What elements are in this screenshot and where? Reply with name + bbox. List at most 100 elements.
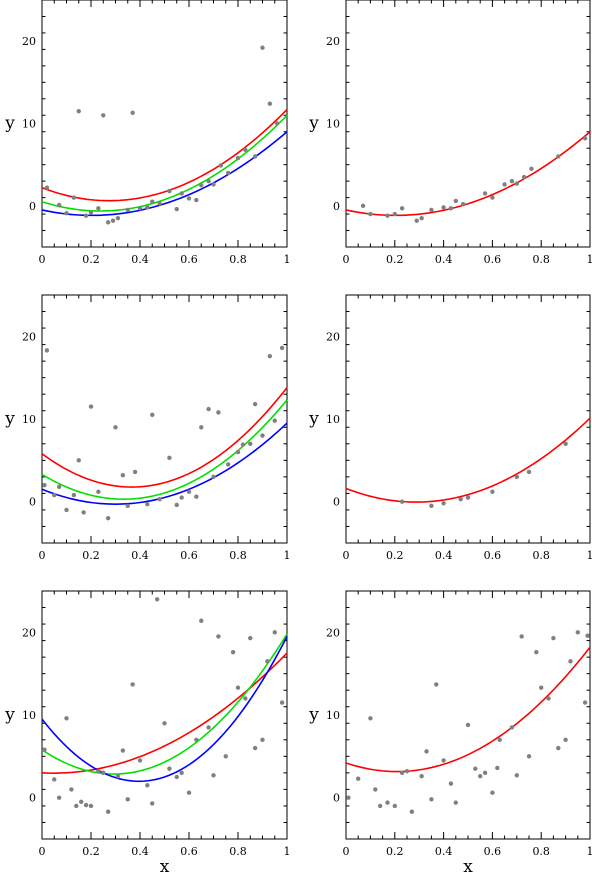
data-point bbox=[424, 749, 429, 754]
data-point bbox=[157, 201, 162, 206]
data-point bbox=[199, 618, 204, 623]
data-point bbox=[96, 206, 101, 211]
data-point bbox=[539, 685, 544, 690]
x-tick-label: 0.8 bbox=[532, 845, 550, 858]
data-point bbox=[529, 166, 534, 171]
data-point bbox=[218, 163, 224, 168]
plot-frame bbox=[345, 294, 591, 544]
data-point bbox=[399, 770, 405, 776]
data-point bbox=[585, 633, 590, 638]
x-tick-label: 1 bbox=[587, 253, 592, 266]
data-point bbox=[272, 418, 277, 423]
data-point bbox=[96, 769, 101, 774]
data-point bbox=[162, 721, 167, 726]
y-tick-label: 20 bbox=[22, 35, 36, 48]
data-point bbox=[64, 211, 69, 216]
data-point bbox=[206, 178, 211, 184]
data-point bbox=[385, 213, 390, 218]
x-tick-label: 0.2 bbox=[82, 549, 100, 562]
data-point bbox=[568, 659, 573, 664]
y-tick-label: 0 bbox=[29, 792, 36, 805]
data-point bbox=[79, 799, 84, 804]
y-tick-label: 0 bbox=[29, 496, 36, 509]
data-point bbox=[174, 774, 179, 780]
data-point bbox=[125, 797, 130, 802]
data-point bbox=[226, 170, 231, 176]
data-point bbox=[120, 748, 126, 753]
data-point bbox=[179, 495, 184, 500]
data-point bbox=[145, 205, 150, 210]
data-point bbox=[137, 758, 143, 763]
x-tick-label: 0.8 bbox=[532, 253, 550, 266]
data-point bbox=[105, 220, 111, 225]
fit-curve bbox=[345, 131, 591, 217]
data-point bbox=[582, 136, 588, 141]
data-point bbox=[377, 803, 383, 809]
data-point bbox=[52, 777, 57, 782]
data-point bbox=[429, 797, 434, 802]
data-point bbox=[88, 803, 94, 809]
data-point bbox=[465, 722, 471, 728]
y-tick-label: 10 bbox=[326, 709, 340, 722]
y-axis-label: y bbox=[308, 705, 319, 725]
x-tick-label: 1 bbox=[587, 549, 592, 562]
fit-curve bbox=[41, 108, 288, 202]
data-point bbox=[206, 406, 211, 412]
data-point bbox=[211, 773, 216, 778]
data-point bbox=[235, 685, 241, 690]
x-tick-label: 0.8 bbox=[229, 549, 247, 562]
data-point bbox=[260, 45, 265, 50]
data-point bbox=[546, 696, 551, 701]
x-tick-label: 0 bbox=[39, 845, 46, 858]
fit-curve bbox=[41, 399, 288, 500]
data-point bbox=[56, 484, 62, 489]
plot-frame bbox=[345, 0, 591, 248]
data-point bbox=[83, 213, 89, 218]
data-point bbox=[186, 196, 192, 201]
data-point bbox=[235, 155, 241, 161]
data-point bbox=[167, 188, 172, 194]
data-point bbox=[64, 507, 69, 513]
data-point bbox=[490, 489, 495, 494]
data-point bbox=[252, 154, 258, 159]
data-point bbox=[373, 787, 378, 792]
data-point bbox=[115, 773, 121, 779]
x-tick-label: 0.4 bbox=[435, 549, 453, 562]
x-tick-label: 0 bbox=[343, 549, 350, 562]
x-tick-label: 1 bbox=[284, 549, 291, 562]
data-point bbox=[399, 206, 405, 211]
data-point bbox=[473, 766, 478, 771]
y-axis-label: y bbox=[4, 409, 15, 429]
data-point bbox=[563, 737, 568, 742]
data-point bbox=[150, 801, 155, 806]
data-point bbox=[42, 482, 47, 488]
data-point bbox=[279, 700, 285, 705]
x-tick-label: 0.2 bbox=[386, 253, 404, 266]
data-point bbox=[346, 795, 351, 800]
data-point bbox=[392, 211, 397, 217]
plot-frame bbox=[41, 590, 288, 840]
x-tick-label: 0.6 bbox=[484, 845, 502, 858]
fit-curve bbox=[345, 417, 591, 503]
data-point bbox=[83, 802, 89, 808]
fit-curve bbox=[41, 633, 288, 775]
data-point bbox=[125, 207, 130, 213]
data-point bbox=[211, 474, 216, 480]
data-point bbox=[120, 473, 126, 478]
data-point bbox=[429, 503, 434, 508]
data-point bbox=[56, 795, 62, 800]
x-tick-label: 0.6 bbox=[180, 845, 198, 858]
x-tick-label: 0.2 bbox=[82, 845, 100, 858]
data-point bbox=[88, 404, 94, 409]
data-point bbox=[42, 747, 47, 752]
data-point bbox=[368, 716, 373, 721]
data-point bbox=[186, 790, 192, 795]
x-tick-label: 1 bbox=[284, 845, 291, 858]
x-tick-label: 0.8 bbox=[532, 549, 550, 562]
data-point bbox=[267, 353, 273, 359]
y-tick-label: 0 bbox=[333, 792, 340, 805]
